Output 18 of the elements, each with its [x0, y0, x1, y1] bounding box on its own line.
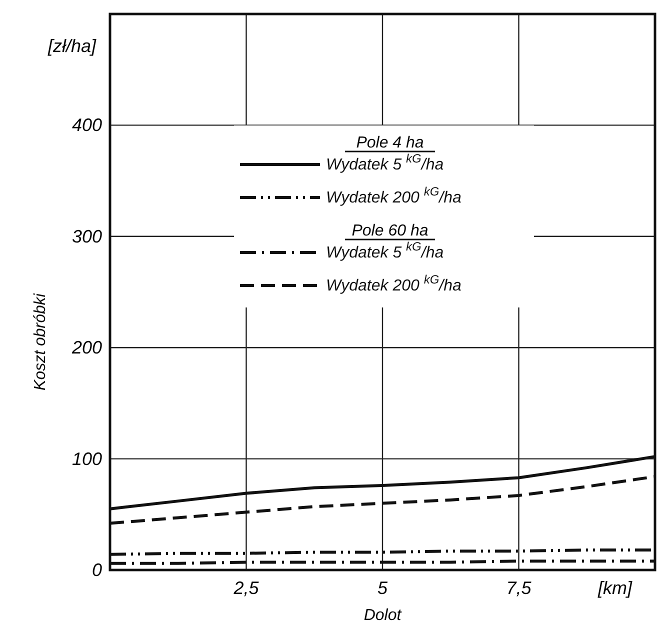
text: [zł/ha]	[47, 36, 98, 56]
legend-label: Wydatek 200 $^{kG}$/ha	[326, 184, 462, 206]
legend-label: Wydatek 200 $^{kG}$/ha	[326, 272, 462, 294]
x-tick-label: 2,5	[232, 578, 260, 598]
annotation: Pole 60 ha	[352, 222, 428, 240]
y-tick-label: 100	[72, 448, 102, 469]
legend-label: Wydatek 5 $^{kG}$/ha	[326, 239, 444, 262]
y-tick-label: 0	[92, 560, 102, 580]
x-axis-title: Dolot	[364, 607, 402, 624]
annotation: Pole 4 ha	[356, 134, 424, 152]
y-tick-label: 300	[72, 226, 102, 246]
legend-label: Wydatek 5 $^{kG}$/ha	[326, 151, 444, 174]
text: [km]	[597, 578, 633, 598]
y-tick-label: 200	[70, 338, 102, 358]
x-tick-label: 5	[377, 578, 388, 598]
x-tick-label: 7,5	[506, 578, 532, 598]
y-tick-label: 400	[72, 115, 102, 136]
y-axis-title: Koszt obróbki	[32, 293, 49, 390]
